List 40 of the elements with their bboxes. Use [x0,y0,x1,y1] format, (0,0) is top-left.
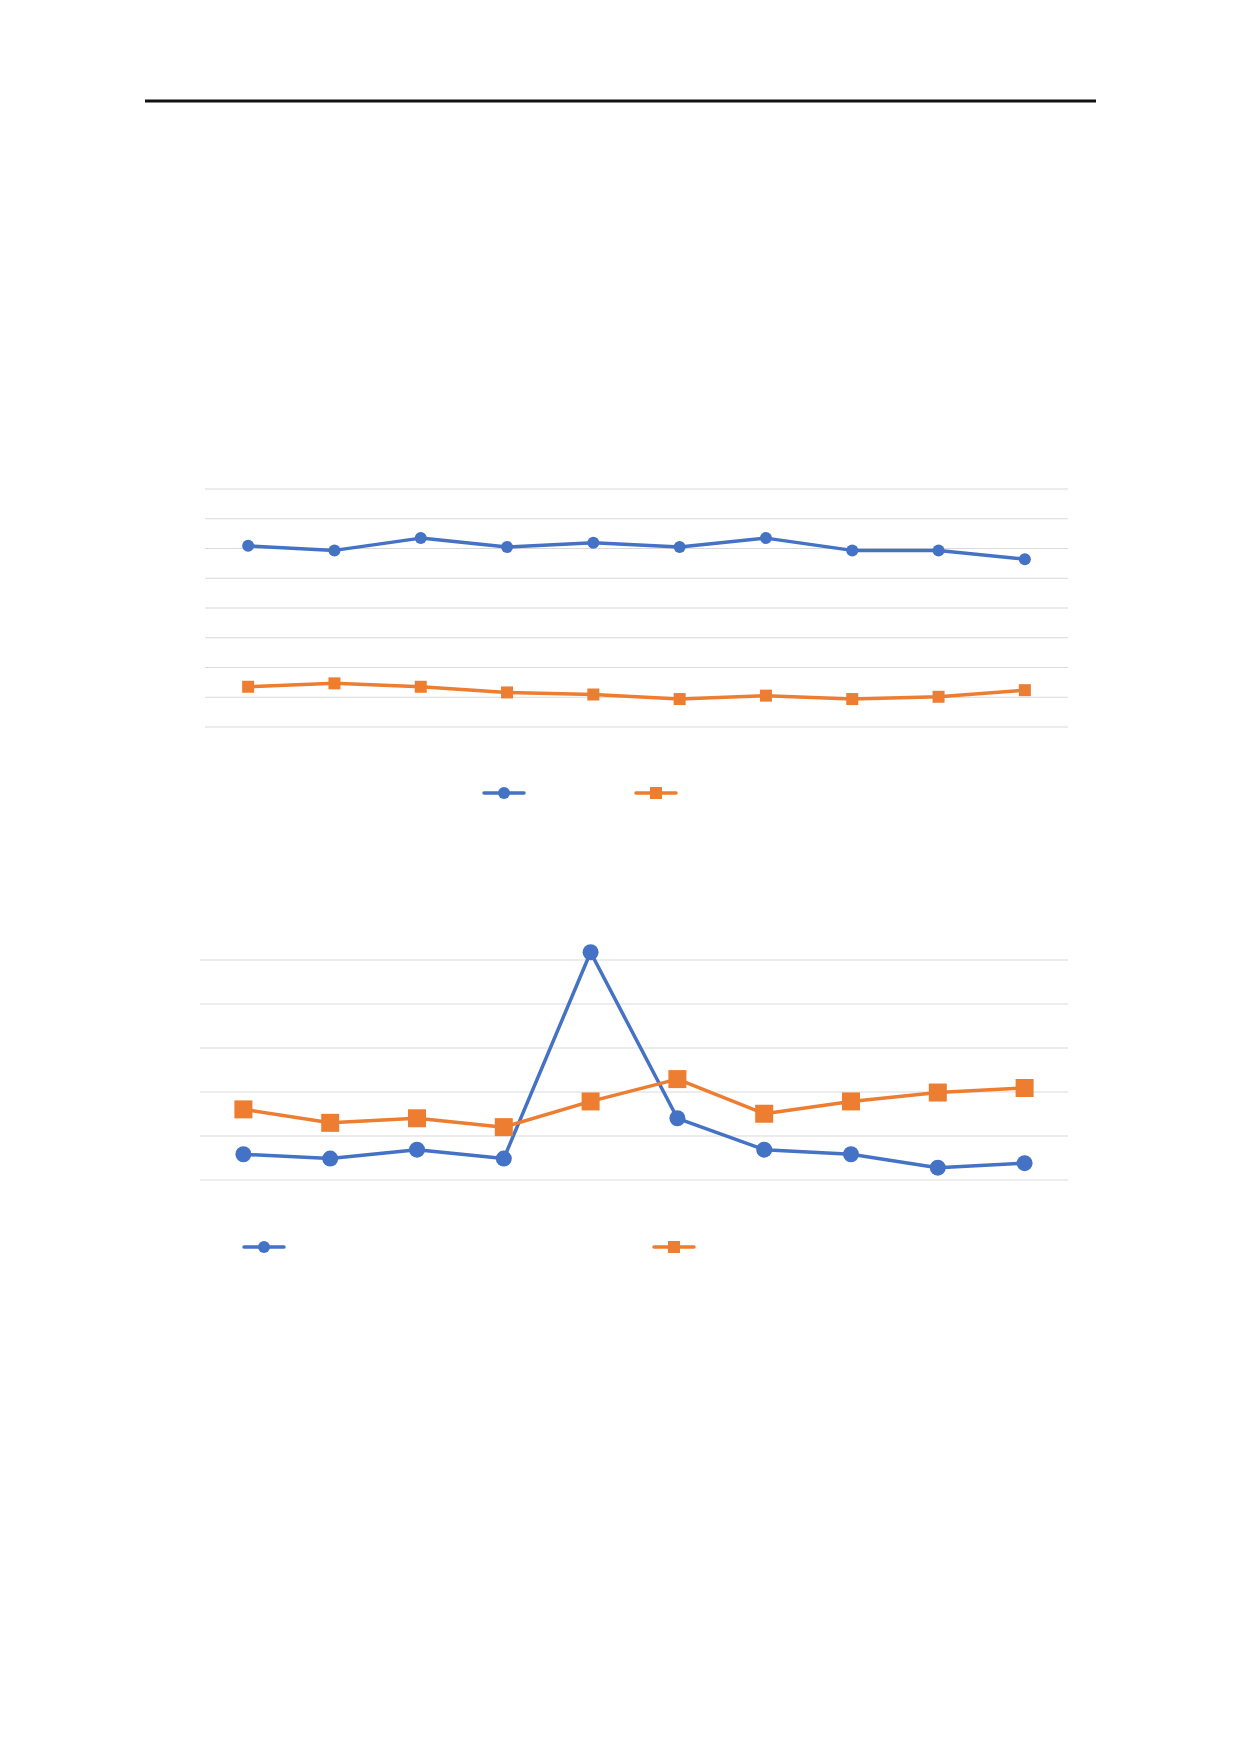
point [755,1104,774,1123]
point [759,689,772,702]
point [587,536,600,549]
point [582,944,599,961]
point [932,690,945,703]
point [1018,553,1031,566]
point [501,540,514,553]
point [846,544,859,557]
point [321,1113,340,1132]
point [1016,1155,1033,1172]
point [414,532,427,545]
point [1015,1078,1034,1097]
point [932,544,945,557]
point [495,1150,512,1167]
point [843,1146,859,1163]
point [328,677,341,690]
point [929,1159,946,1176]
point [673,540,686,553]
point [756,1141,773,1158]
point [409,1141,425,1158]
point [668,1070,687,1089]
point [235,1146,252,1163]
point [673,693,686,706]
point [759,532,772,545]
point [322,1150,339,1167]
point [328,544,341,557]
point [928,1083,947,1102]
point [494,1118,513,1137]
point [408,1109,426,1128]
point [501,686,514,699]
point [581,1092,600,1111]
point [414,680,427,693]
point [846,693,859,706]
point [1018,684,1031,697]
point [669,1110,686,1127]
point [587,688,600,701]
point [234,1100,253,1119]
point [242,680,255,693]
point [242,539,255,552]
point [842,1092,860,1111]
